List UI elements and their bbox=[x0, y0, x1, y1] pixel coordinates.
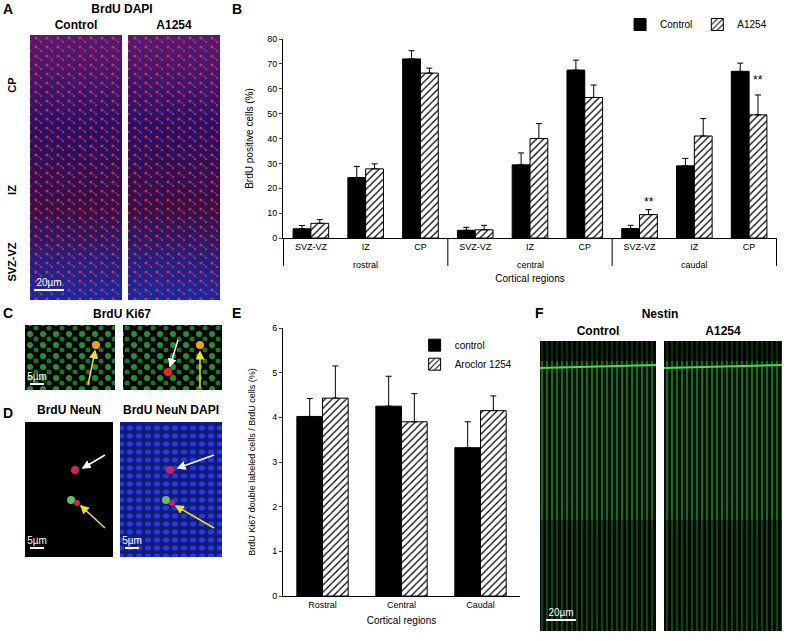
svg-text:C: C bbox=[3, 305, 13, 321]
svg-text:20µm: 20µm bbox=[36, 277, 61, 288]
svg-text:E: E bbox=[232, 305, 241, 321]
svg-text:rostral: rostral bbox=[353, 260, 378, 270]
svg-text:2: 2 bbox=[272, 502, 277, 512]
svg-text:5µm: 5µm bbox=[27, 371, 47, 382]
svg-text:60: 60 bbox=[267, 84, 277, 94]
svg-text:20µm: 20µm bbox=[548, 607, 573, 618]
svg-text:CP: CP bbox=[414, 242, 427, 252]
svg-text:SVZ-VZ: SVZ-VZ bbox=[6, 242, 18, 281]
svg-text:BrdU NeuN DAPI: BrdU NeuN DAPI bbox=[123, 403, 219, 417]
svg-text:Nestin: Nestin bbox=[642, 307, 679, 321]
svg-text:D: D bbox=[3, 405, 13, 421]
svg-text:Caudal: Caudal bbox=[466, 600, 495, 610]
svg-text:Control: Control bbox=[577, 324, 620, 338]
svg-text:4: 4 bbox=[272, 412, 277, 422]
svg-text:IZ: IZ bbox=[6, 185, 18, 195]
svg-text:CP: CP bbox=[579, 242, 592, 252]
svg-text:A: A bbox=[3, 1, 13, 17]
svg-text:BrdU DAPI: BrdU DAPI bbox=[91, 2, 152, 16]
svg-text:80: 80 bbox=[267, 34, 277, 44]
svg-text:A1254: A1254 bbox=[156, 18, 192, 32]
svg-text:Control: Control bbox=[660, 19, 692, 30]
svg-text:Rostral: Rostral bbox=[308, 600, 337, 610]
svg-text:3: 3 bbox=[272, 457, 277, 467]
svg-text:6: 6 bbox=[272, 323, 277, 333]
svg-text:**: ** bbox=[644, 195, 654, 209]
svg-text:Cortical regions: Cortical regions bbox=[367, 615, 436, 626]
svg-text:control: control bbox=[455, 340, 485, 351]
svg-text:central: central bbox=[517, 260, 544, 270]
svg-text:IZ: IZ bbox=[690, 242, 699, 252]
svg-text:F: F bbox=[535, 305, 544, 321]
svg-text:0: 0 bbox=[272, 591, 277, 601]
svg-text:BrdU Ki67: BrdU Ki67 bbox=[93, 307, 151, 321]
svg-text:SVZ-VZ: SVZ-VZ bbox=[295, 242, 328, 252]
svg-text:30: 30 bbox=[267, 159, 277, 169]
svg-text:A1254: A1254 bbox=[737, 19, 766, 30]
svg-text:5µm: 5µm bbox=[122, 535, 142, 546]
svg-text:CP: CP bbox=[6, 77, 18, 92]
svg-text:A1254: A1254 bbox=[705, 324, 741, 338]
svg-text:40: 40 bbox=[267, 134, 277, 144]
svg-text:20: 20 bbox=[267, 183, 277, 193]
svg-text:70: 70 bbox=[267, 59, 277, 69]
svg-text:50: 50 bbox=[267, 109, 277, 119]
svg-text:Aroclor 1254: Aroclor 1254 bbox=[455, 359, 512, 370]
svg-text:1: 1 bbox=[272, 546, 277, 556]
svg-text:BrdU NeuN: BrdU NeuN bbox=[37, 403, 101, 417]
svg-text:caudal: caudal bbox=[681, 260, 708, 270]
svg-text:SVZ-VZ: SVZ-VZ bbox=[624, 242, 657, 252]
svg-text:**: ** bbox=[753, 73, 763, 87]
svg-text:5µm: 5µm bbox=[27, 535, 47, 546]
svg-text:Cortical regions: Cortical regions bbox=[495, 273, 564, 284]
svg-text:10: 10 bbox=[267, 208, 277, 218]
svg-text:CP: CP bbox=[743, 242, 756, 252]
svg-text:IZ: IZ bbox=[526, 242, 535, 252]
svg-text:0: 0 bbox=[272, 233, 277, 243]
svg-text:Control: Control bbox=[55, 18, 98, 32]
svg-text:5: 5 bbox=[272, 368, 277, 378]
svg-text:SVZ-VZ: SVZ-VZ bbox=[459, 242, 492, 252]
svg-text:B: B bbox=[232, 1, 242, 17]
svg-text:BrdU Ki67 double labeled cells: BrdU Ki67 double labeled cells / BrdU ce… bbox=[247, 368, 257, 556]
svg-text:Central: Central bbox=[387, 600, 416, 610]
svg-text:IZ: IZ bbox=[362, 242, 371, 252]
svg-text:BrdU positive cells (%): BrdU positive cells (%) bbox=[244, 88, 255, 189]
